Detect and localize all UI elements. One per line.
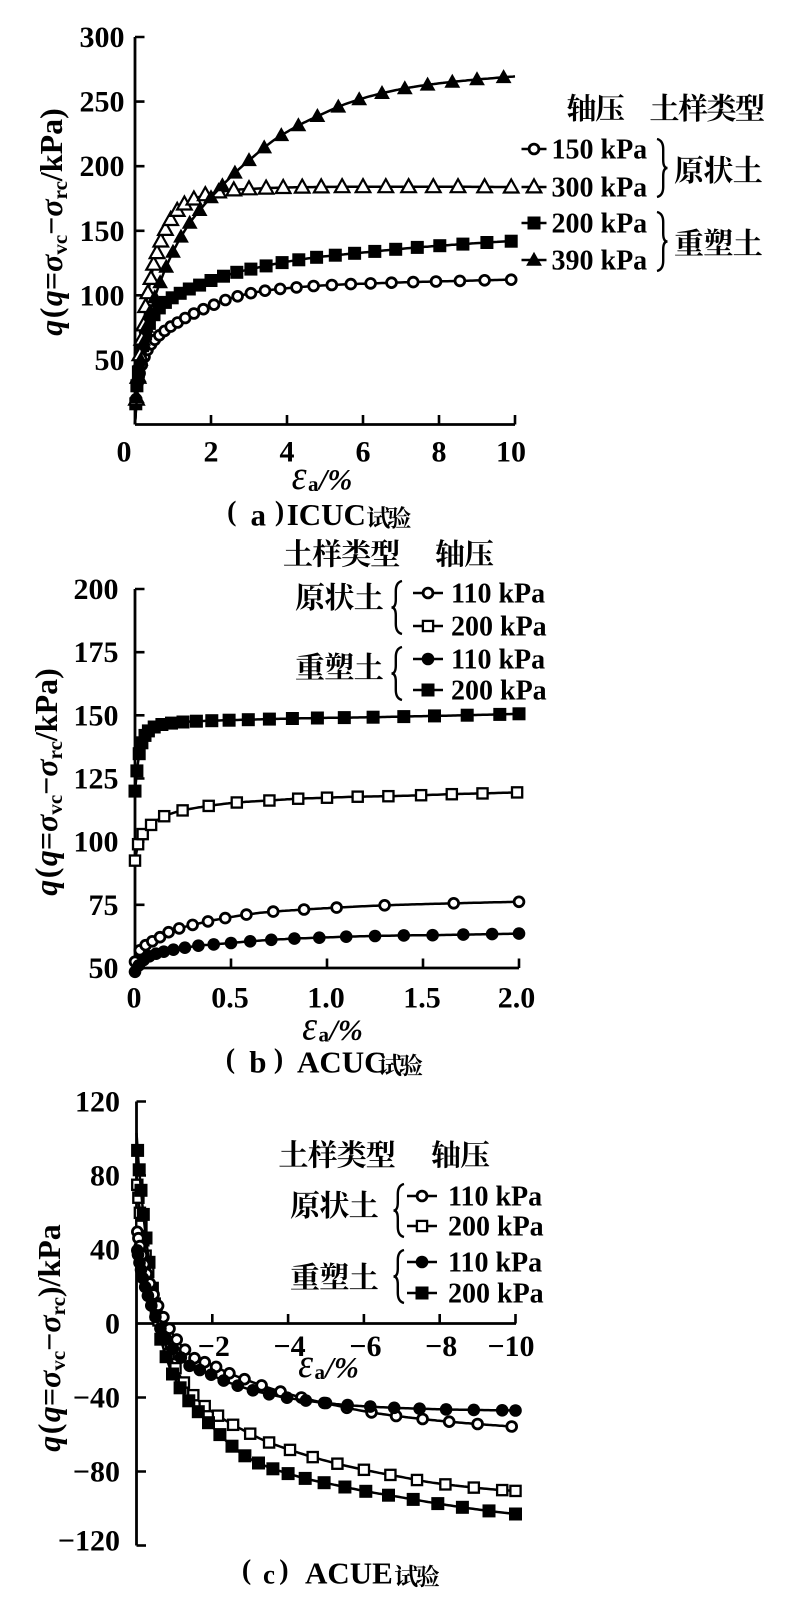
svg-text:−6: −6 <box>349 1330 381 1363</box>
svg-text:200: 200 <box>74 573 119 606</box>
svg-text:200 kPa: 200 kPa <box>552 209 648 240</box>
svg-text:200 kPa: 200 kPa <box>451 676 547 707</box>
svg-text:0.5: 0.5 <box>211 982 249 1015</box>
svg-text:−4: −4 <box>274 1330 306 1363</box>
svg-text:110 kPa: 110 kPa <box>451 579 545 610</box>
svg-text:200 kPa: 200 kPa <box>451 612 547 643</box>
svg-text:): ) <box>275 496 284 527</box>
svg-text:50: 50 <box>95 344 125 377</box>
svg-text:(: ( <box>226 1044 235 1075</box>
svg-text:0: 0 <box>117 436 132 469</box>
svg-text:1.0: 1.0 <box>307 982 345 1015</box>
svg-text:b: b <box>249 1045 266 1080</box>
svg-text:−10: −10 <box>487 1330 534 1363</box>
svg-text:ACUC: ACUC <box>297 1045 387 1080</box>
svg-text:8: 8 <box>432 436 447 469</box>
svg-text:150: 150 <box>74 699 119 732</box>
svg-text:ICUC: ICUC <box>287 497 366 532</box>
svg-text:300 kPa: 300 kPa <box>552 173 648 204</box>
svg-text:75: 75 <box>89 889 119 922</box>
svg-text:(: ( <box>227 496 236 527</box>
svg-text:c: c <box>263 1560 275 1590</box>
svg-text:10: 10 <box>496 436 526 469</box>
svg-text:/%: /% <box>324 1352 359 1385</box>
svg-text:300: 300 <box>80 21 125 54</box>
svg-text:a: a <box>319 1023 330 1047</box>
svg-text:a: a <box>308 472 319 496</box>
svg-text:1.5: 1.5 <box>403 982 441 1015</box>
svg-text:a: a <box>251 498 267 533</box>
svg-text:200: 200 <box>80 150 125 183</box>
svg-text:−40: −40 <box>73 1382 120 1415</box>
svg-text:/%: /% <box>317 464 352 497</box>
svg-text:0: 0 <box>127 982 142 1015</box>
svg-text:q(q=σvc−σrc/kPa): q(q=σvc−σrc/kPa) <box>33 108 72 336</box>
svg-text:−120: −120 <box>58 1525 120 1558</box>
svg-text:110 kPa: 110 kPa <box>451 645 545 676</box>
svg-text:390 kPa: 390 kPa <box>552 246 648 277</box>
svg-text:110 kPa: 110 kPa <box>448 1248 542 1279</box>
svg-text:−80: −80 <box>73 1456 120 1489</box>
svg-text:a: a <box>315 1360 326 1384</box>
svg-text:): ) <box>274 1044 283 1075</box>
svg-text:40: 40 <box>90 1234 120 1267</box>
svg-text:100: 100 <box>74 826 119 859</box>
svg-text:150: 150 <box>80 215 125 248</box>
svg-text:80: 80 <box>90 1160 120 1193</box>
svg-text:q(q=σvc−σrc/kPa): q(q=σvc−σrc/kPa) <box>28 668 67 896</box>
svg-text:ACUE: ACUE <box>305 1556 393 1591</box>
svg-text:200 kPa: 200 kPa <box>448 1212 544 1243</box>
svg-text:4: 4 <box>280 436 295 469</box>
svg-text:(: ( <box>242 1555 251 1586</box>
svg-text:200 kPa: 200 kPa <box>448 1279 544 1310</box>
svg-text:2: 2 <box>204 436 219 469</box>
svg-text:150 kPa: 150 kPa <box>552 135 648 166</box>
svg-text:250: 250 <box>80 86 125 119</box>
svg-text:q(q=σvc−σrc)/kPa: q(q=σvc−σrc)/kPa <box>31 1224 70 1452</box>
svg-text:6: 6 <box>356 436 371 469</box>
svg-text:): ) <box>279 1555 288 1586</box>
svg-text:125: 125 <box>74 763 119 796</box>
svg-text:0: 0 <box>105 1308 120 1341</box>
svg-text:/%: /% <box>328 1014 363 1047</box>
svg-text:2.0: 2.0 <box>498 982 536 1015</box>
svg-text:175: 175 <box>74 636 119 669</box>
svg-text:110 kPa: 110 kPa <box>448 1182 542 1213</box>
svg-text:50: 50 <box>89 952 119 985</box>
svg-text:−8: −8 <box>425 1330 457 1363</box>
svg-text:120: 120 <box>75 1086 120 1119</box>
svg-text:100: 100 <box>80 279 125 312</box>
